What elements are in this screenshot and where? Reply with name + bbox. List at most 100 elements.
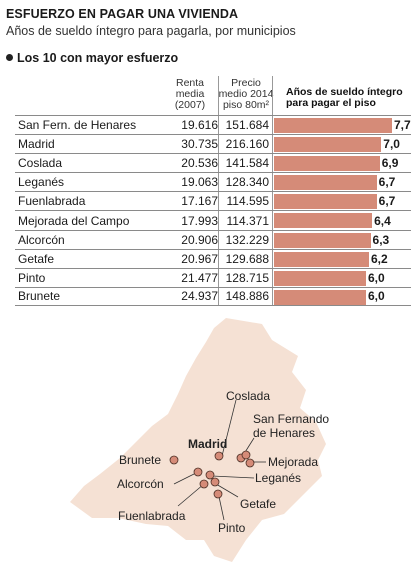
table-row: Alcorcón 20.906 132.229 6,3 [15,229,411,249]
precio-value: 114.595 [226,194,270,209]
bullet-icon [6,54,13,61]
table-row: Pinto 21.477 128.715 6,0 [15,267,411,287]
years-bar [274,232,371,248]
municipality-name: Leganés [18,175,65,190]
fuenlabrada-dot [199,479,209,489]
section-heading: Los 10 con mayor esfuerzo [6,51,178,65]
alcorcon-label: Alcorcón [117,477,164,491]
cell-divider [272,192,273,211]
municipality-name: Alcorcón [18,232,65,247]
precio-value: 129.688 [225,251,269,266]
municipality-name: Coslada [18,156,63,171]
renta-value: 17.993 [181,213,218,228]
years-bar [274,175,377,191]
table-row: Leganés 19.063 128.340 6,7 [15,172,411,192]
municipality-name: Fuenlabrada [18,194,86,209]
madrid-region-map: Madrid Coslada San Fernando de Henares M… [70,318,329,562]
years-bar [274,270,366,286]
region-shape [70,318,326,562]
sanfernando-dot [241,450,251,460]
madrid-label: Madrid [188,437,227,451]
anos-header-line: Años de sueldo íntegro [286,86,403,98]
renta-value: 20.967 [181,251,218,266]
renta-header-line: (2007) [174,99,206,111]
cell-divider [272,287,273,305]
cell-divider [272,268,273,287]
cell-divider [272,135,273,154]
page-subtitle: Años de sueldo íntegro para pagarla, por… [6,24,296,38]
precio-value: 128.340 [225,175,269,190]
municipality-table: San Fern. de Henares 19.616 151.684 7,7 Madr… [15,115,411,306]
anos-column-header: Años de sueldo íntegro para pagar el pis… [286,87,414,109]
table-row: Mejorada del Campo 17.993 114.371 6,4 [15,210,411,230]
precio-value: 141.584 [225,156,269,171]
brunete-dot [169,455,179,465]
years-bar [274,118,392,133]
city-dots [169,450,255,499]
cell-divider [272,230,273,249]
brunete-label: Brunete [119,453,161,467]
table-row: San Fern. de Henares 19.616 151.684 7,7 [15,115,411,135]
cell-divider [218,154,219,173]
municipality-name: Mejorada del Campo [18,213,130,228]
table-row: Coslada 20.536 141.584 6,9 [15,153,411,173]
precio-value: 148.886 [225,289,269,304]
cell-divider [218,192,219,211]
renta-value: 24.937 [181,289,218,304]
years-value-label: 6,4 [374,213,391,228]
municipality-name: San Fern. de Henares [18,118,137,133]
cell-divider [218,268,219,287]
cell-divider [272,249,273,268]
alcorcon-dot [193,467,203,477]
years-value-label: 6,3 [372,232,390,247]
years-value-label: 6,0 [367,270,385,285]
years-value-label: 6,7 [378,175,396,190]
anos-header-line: para pagar el piso [286,97,376,109]
years-value-label: 6,0 [367,289,385,304]
cell-divider [272,154,273,173]
renta-value: 19.616 [181,118,218,133]
table-row: Fuenlabrada 17.167 114.595 6,7 [15,191,411,211]
leganes-dot [205,470,215,480]
cell-divider [218,211,219,230]
page-title: ESFUERZO EN PAGAR UNA VIVIENDA [6,7,239,21]
renta-value: 19.063 [181,175,218,190]
coslada-label: Coslada [226,389,270,403]
years-bar [274,194,377,210]
years-bar [274,137,382,153]
precio-value: 132.229 [225,232,269,247]
municipality-name: Madrid [18,137,55,152]
years-bar [274,251,369,267]
getafe-label: Getafe [240,497,276,511]
mejorada-dot [245,458,255,468]
renta-column-header: Renta media (2007) [162,78,218,111]
cell-divider [272,173,273,192]
cell-divider [218,249,219,268]
madrid-dot [214,451,224,461]
section-heading-text: Los 10 con mayor esfuerzo [17,51,179,65]
table-row: Brunete 24.937 148.886 6,0 [15,286,411,306]
cell-divider [272,116,273,135]
renta-value: 21.477 [181,270,218,285]
precio-header-line: Precio [231,77,261,89]
precio-header-line: piso 80m² [222,99,270,111]
precio-column-header: Precio medio 2014 piso 80m² [217,78,275,111]
sanfernando-label-line1: San Fernando [253,412,329,426]
precio-value: 114.371 [226,213,270,228]
renta-header-line: media [175,88,205,100]
renta-value: 20.906 [181,232,218,247]
renta-header-line: Renta [175,77,205,89]
cell-divider [218,287,219,305]
years-bar [274,289,366,305]
years-value-label: 6,9 [381,156,399,171]
cell-divider [218,230,219,249]
precio-value: 128.715 [225,270,269,285]
cell-divider [218,116,219,135]
leganes-label: Leganés [255,471,301,485]
precio-header-line: medio 2014 [218,88,274,100]
column-divider [272,76,273,115]
mejorada-label: Mejorada [268,455,318,469]
fuenlabrada-label: Fuenlabrada [118,509,186,523]
renta-value: 30.735 [181,137,218,152]
pinto-dot [213,489,223,499]
